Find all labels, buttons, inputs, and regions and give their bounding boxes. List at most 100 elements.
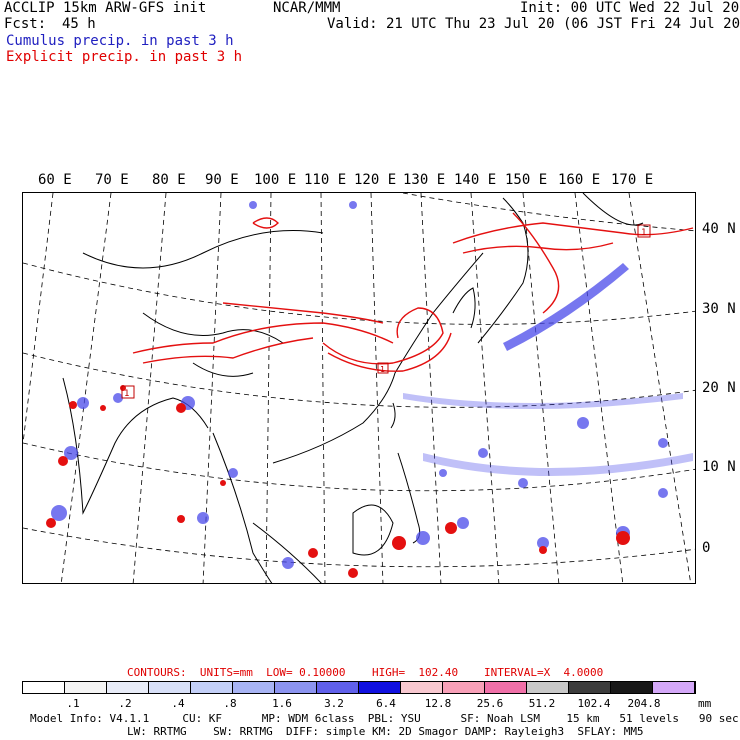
- colorbar-swatch: [191, 682, 233, 693]
- colorbar-swatch: [233, 682, 275, 693]
- meridian-80e: [132, 193, 167, 583]
- lon-label: 130 E: [403, 172, 446, 188]
- meridian-140e: [470, 193, 500, 583]
- station-label: 1: [124, 389, 129, 399]
- colorbar-swatch: [443, 682, 485, 693]
- graticule: [23, 193, 695, 583]
- explicit-cell: [46, 518, 56, 528]
- explicit-japan: [452, 222, 694, 244]
- lon-label: 70 E: [95, 172, 129, 188]
- cumulus-cell: [64, 446, 78, 460]
- station-label: 1: [380, 365, 385, 374]
- station-box: [637, 224, 651, 238]
- forecast-label: Fcst:: [4, 16, 47, 32]
- colorbar-swatch: [65, 682, 107, 693]
- colorbar-tick-label: 3.2: [324, 697, 344, 710]
- borneo: [352, 504, 394, 556]
- precip-colorbar: [22, 681, 696, 694]
- explicit-front: [327, 332, 452, 372]
- sumatra: [252, 522, 322, 583]
- taiwan: [390, 402, 396, 429]
- cumulus-cell: [478, 448, 488, 458]
- colorbar-swatch: [317, 682, 359, 693]
- cumulus-cell: [658, 438, 668, 448]
- physics-info: LW: RRTMG SW: RRTMG DIFF: simple KM: 2D …: [127, 725, 644, 738]
- cumulus-cell: [282, 557, 294, 569]
- explicit-cell: [58, 456, 68, 466]
- explicit-cell: [392, 536, 406, 550]
- colorbar-tick-label: 51.2: [528, 697, 556, 710]
- lon-label: 80 E: [152, 172, 186, 188]
- china-coast: [272, 252, 484, 464]
- model-info: Model Info: V4.1.1 CU: KF MP: WDM 6class…: [30, 712, 739, 725]
- parallel-20n: [23, 352, 695, 408]
- station-markers: [121, 224, 651, 399]
- cumulus-cell: [349, 201, 357, 209]
- meridian-150e: [522, 193, 560, 583]
- explicit-cell: [177, 515, 185, 523]
- lon-label: 100 E: [254, 172, 297, 188]
- lat-label: 40 N: [702, 221, 736, 237]
- lat-label: 10 N: [702, 459, 736, 475]
- indochina-coast: [212, 432, 273, 583]
- explicit-japan: [512, 212, 560, 314]
- baiu-front-cumulus: [503, 263, 629, 351]
- colorbar-swatch: [569, 682, 611, 693]
- cumulus-cell: [416, 531, 430, 545]
- explicit-front: [322, 307, 444, 365]
- meridian-100e: [265, 193, 272, 583]
- cumulus-cell: [658, 488, 668, 498]
- cumulus-cell: [197, 512, 209, 524]
- init-time: Init: 00 UTC Wed 22 Jul 20: [520, 0, 740, 16]
- cumulus-cell: [51, 505, 67, 521]
- explicit-band-tibet: [142, 337, 314, 364]
- meridian-130e: [420, 193, 442, 583]
- explicit-cell: [445, 522, 457, 534]
- colorbar-tick-label: 204.8: [627, 697, 661, 710]
- colorbar-tick-label: 6.4: [376, 697, 396, 710]
- legend-explicit: Explicit precip. in past 3 h: [6, 49, 243, 65]
- colorbar-swatch: [107, 682, 149, 693]
- coastlines: [62, 193, 644, 583]
- meridian-160e: [574, 193, 624, 583]
- explicit-cell: [69, 401, 77, 409]
- lon-label: 60 E: [38, 172, 72, 188]
- colorbar-tick-label: 12.8: [424, 697, 452, 710]
- colorbar-swatch: [275, 682, 317, 693]
- lon-label: 110 E: [304, 172, 347, 188]
- map-canvas: 1 1 1: [23, 193, 695, 583]
- lon-label: 150 E: [505, 172, 548, 188]
- scattered-cumulus-band: [403, 393, 683, 409]
- cumulus-cell: [518, 478, 528, 488]
- contours-interval: INTERVAL=X 4.0000: [484, 666, 604, 679]
- colorbar-swatch: [611, 682, 653, 693]
- cumulus-cell: [457, 517, 469, 529]
- lon-label: 120 E: [354, 172, 397, 188]
- colorbar-tick-label: .1: [66, 697, 80, 710]
- philippines: [397, 452, 421, 544]
- japan-coast: [477, 197, 529, 344]
- colorbar-tick-label: 102.4: [577, 697, 611, 710]
- lat-label: 20 N: [702, 380, 736, 396]
- meridian-170e: [628, 193, 692, 583]
- meridian-110e: [320, 193, 326, 583]
- scattered-cumulus-band: [423, 453, 693, 476]
- colorbar-tick-label: .4: [171, 697, 185, 710]
- cumulus-cell: [537, 537, 549, 549]
- plot-title: ACCLIP 15km ARW-GFS init: [4, 0, 207, 16]
- explicit-cell: [616, 531, 630, 545]
- colorbar-swatch: [485, 682, 527, 693]
- parallel-10n: [23, 442, 695, 492]
- inland-borders: [82, 230, 324, 377]
- colorbar-unit: mm: [698, 697, 712, 710]
- center-label: NCAR/MMM: [273, 0, 341, 16]
- meridian-120e: [370, 193, 384, 583]
- colorbar-swatch: [401, 682, 443, 693]
- meridian-60e: [23, 193, 54, 444]
- colorbar-tick-label: 25.6: [476, 697, 504, 710]
- lat-label: 30 N: [702, 301, 736, 317]
- cumulus-cell: [113, 393, 123, 403]
- parallel-30n: [23, 262, 695, 325]
- lon-label: 140 E: [454, 172, 497, 188]
- explicit-cell: [220, 480, 226, 486]
